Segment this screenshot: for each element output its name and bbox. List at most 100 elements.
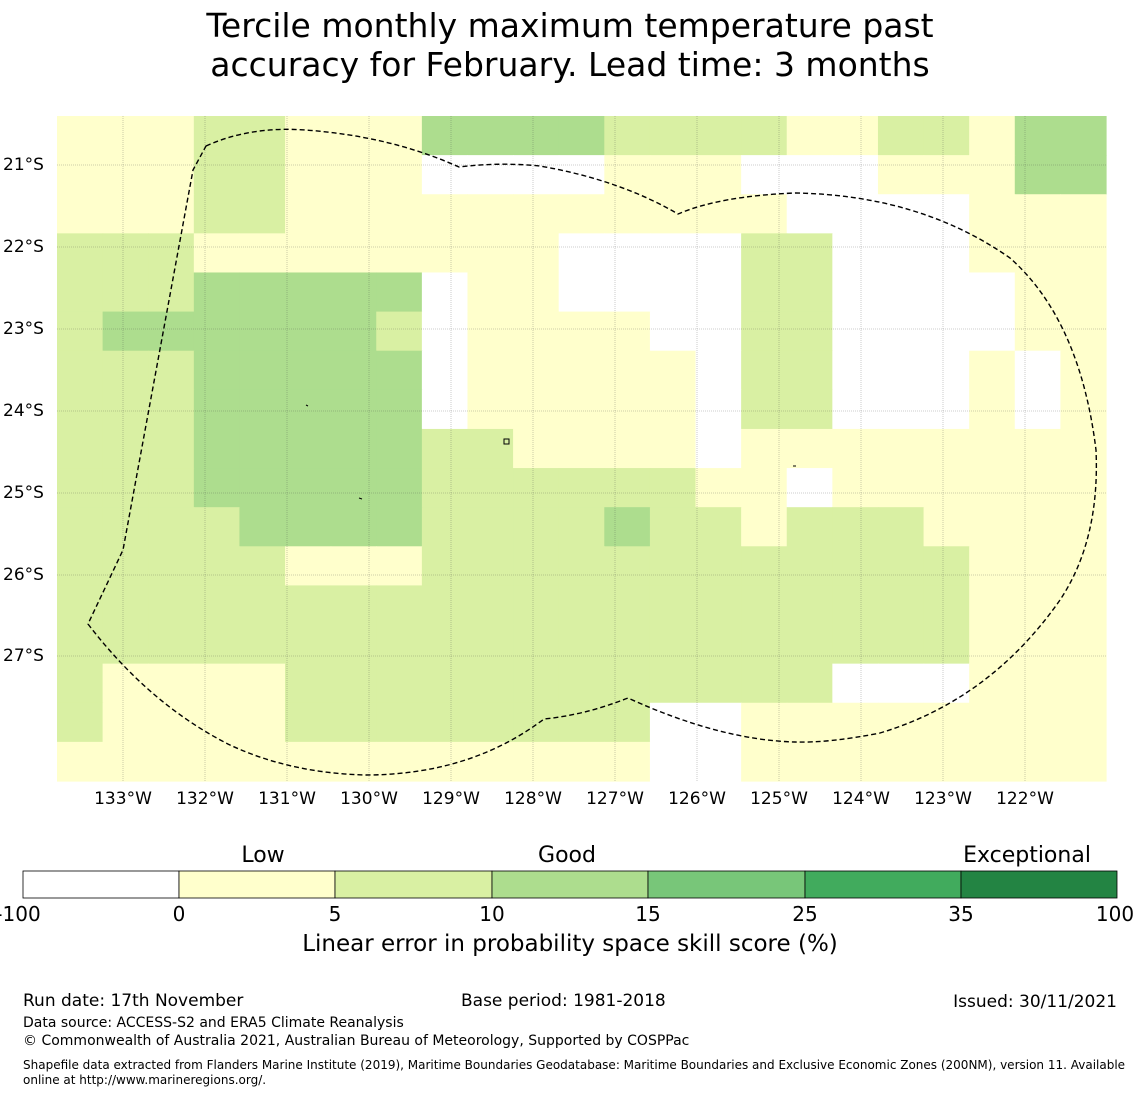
grid-cell (786, 741, 833, 782)
grid-cell (102, 428, 149, 469)
grid-cell (786, 507, 833, 547)
grid-cell (376, 194, 423, 234)
grid-cell (239, 116, 286, 156)
lon-label: 132°W (176, 789, 234, 809)
grid-cell (376, 468, 423, 508)
grid-cell (604, 702, 651, 743)
grid-cell (1014, 468, 1061, 508)
lon-label: 128°W (504, 789, 562, 809)
grid-cell (193, 507, 241, 547)
grid-cell (467, 155, 514, 195)
lon-label: 133°W (94, 789, 152, 809)
grid-cell (193, 155, 241, 195)
grid-cell (330, 350, 377, 391)
grid-cell (239, 507, 286, 547)
grid-cell (148, 311, 195, 352)
grid-cell (285, 194, 332, 234)
grid-cell (558, 194, 605, 234)
grid-cell (1060, 507, 1107, 547)
grid-cell (604, 233, 651, 274)
grid-cell (741, 585, 788, 626)
grid-cell (421, 233, 469, 274)
lon-label: 122°W (996, 789, 1054, 809)
grid-cell (467, 272, 514, 313)
grid-cell (786, 468, 833, 508)
grid-cell (467, 507, 514, 547)
grid-cell (57, 194, 104, 234)
grid-cell (285, 741, 332, 782)
grid-cell (1060, 585, 1107, 626)
grid-cell (239, 546, 286, 587)
grid-cell (421, 428, 469, 469)
grid-cell (148, 428, 195, 469)
grid-cell (102, 507, 149, 547)
grid-cell (969, 233, 1016, 274)
grid-cell (376, 428, 423, 469)
grid-cell (102, 624, 149, 665)
grid-cell (376, 389, 423, 430)
grid-cell (193, 311, 241, 352)
grid-cell (923, 663, 970, 704)
grid-cell (376, 272, 423, 313)
grid-cell (741, 116, 788, 156)
grid-cell (285, 389, 332, 430)
grid-cell (832, 428, 879, 469)
colorbar-label: Linear error in probability space skill … (302, 931, 838, 957)
grid-cell (1014, 311, 1061, 352)
grid-cell (558, 272, 605, 313)
grid-cell (877, 272, 925, 313)
grid-cell (239, 194, 286, 234)
grid-cell (1014, 702, 1061, 743)
grid-cell (786, 428, 833, 469)
lon-label: 131°W (258, 789, 316, 809)
grid-cell (285, 468, 332, 508)
grid-cell (148, 468, 195, 508)
grid-cell (102, 702, 149, 743)
grid-cell (57, 350, 104, 391)
grid-cell (421, 311, 469, 352)
lat-label: 21°S (3, 155, 44, 175)
grid-cell (1014, 741, 1061, 782)
grid-cell (695, 233, 742, 274)
title-line-2: accuracy for February. Lead time: 3 mont… (210, 45, 930, 84)
grid-cell (513, 585, 560, 626)
grid-cell (467, 624, 514, 665)
grid-cell (969, 546, 1016, 587)
grid-cell (877, 428, 925, 469)
issued-date: Issued: 30/11/2021 (953, 992, 1117, 1012)
grid-cell (513, 428, 560, 469)
grid-cell (786, 155, 833, 195)
grid-cell (695, 272, 742, 313)
grid-cell (285, 272, 332, 313)
grid-cell (604, 741, 651, 782)
grid-cell (695, 546, 742, 587)
grid-cell (741, 428, 788, 469)
grid-cell (421, 702, 469, 743)
colorbar-tick: 35 (948, 902, 974, 926)
grid-cell (1060, 311, 1107, 352)
grid-cell (695, 702, 742, 743)
grid-cell (330, 194, 377, 234)
grid-cell (102, 350, 149, 391)
grid-cell (969, 585, 1016, 626)
grid-cell (467, 350, 514, 391)
grid-cell (513, 624, 560, 665)
grid-cell (558, 741, 605, 782)
grid-cell (57, 272, 104, 313)
grid-cell (558, 311, 605, 352)
grid-cell (877, 741, 925, 782)
grid-cell (376, 507, 423, 547)
grid-cell (376, 311, 423, 352)
grid-cell (239, 663, 286, 704)
grid-cell (1060, 624, 1107, 665)
grid-cell (102, 233, 149, 274)
grid-cell (421, 194, 469, 234)
grid-cell (330, 663, 377, 704)
grid-cell (330, 585, 377, 626)
grid-cell (513, 233, 560, 274)
grid-cell (649, 663, 697, 704)
grid-cell (877, 194, 925, 234)
grid-cell (1060, 389, 1107, 430)
grid-cell (923, 272, 970, 313)
grid-cell (923, 116, 970, 156)
